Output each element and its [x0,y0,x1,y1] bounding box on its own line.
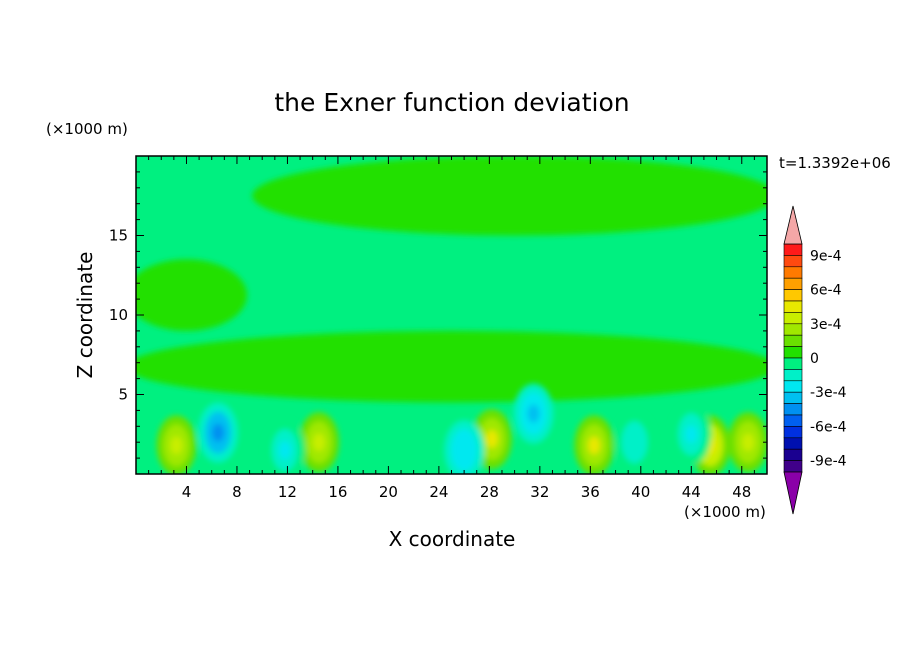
warm-anomaly-core [742,433,755,452]
colorbar-swatch [783,243,803,256]
x-axis-label: X coordinate [389,527,516,551]
colorbar-swatch [783,255,803,268]
positive-regions [136,156,767,403]
colorbar-swatch [783,300,803,313]
x-tick-label: 48 [732,483,751,501]
colorbar-tick-label: -9e-4 [810,454,847,470]
colorbar-swatch [783,334,803,347]
cold-anomaly-core [628,433,641,452]
colorbar: 9e-4 6e-4 3e-4 0 -3e-4 -6e-4 -9e-4 [783,205,847,515]
cold-anomaly-core [527,404,540,423]
y-tick-label: 10 [109,306,128,324]
colorbar-swatch [783,437,803,450]
warm-anomaly-core [485,430,498,449]
positive-region [136,330,767,403]
colorbar-swatch [783,289,803,302]
colorbar-swatch [783,414,803,427]
time-label: t=1.3392e+06 [779,154,891,172]
warm-anomaly-core [312,433,325,452]
colorbar-swatch [783,312,803,325]
x-tick-label: 36 [581,483,600,501]
x-axis: 4 8 12 16 20 24 28 32 36 40 44 48 [148,156,755,501]
y-axis-label: Z coordinate [73,252,97,379]
colorbar-swatch [783,323,803,336]
colorbar-swatch [783,277,803,290]
cold-anomaly-core [458,441,471,460]
x-tick-label: 16 [328,483,347,501]
colorbar-swatch [783,266,803,279]
positive-region [136,259,247,331]
colorbar-swatch [783,369,803,382]
chart-title: the Exner function deviation [274,88,629,117]
y-tick-label: 15 [109,227,128,245]
colorbar-swatch [783,426,803,439]
cold-anomaly-core [278,441,291,460]
y-axis: 5 10 15 [109,171,767,459]
y-tick-label: 5 [118,386,128,404]
colorbar-swatch [783,448,803,461]
colorbar-swatch [783,357,803,370]
warm-anomaly-core [170,436,183,455]
x-tick-label: 8 [232,483,242,501]
colorbar-tick-label: -3e-4 [810,385,847,401]
x-unit-label: (×1000 m) [684,503,766,521]
colorbar-swatch [783,391,803,404]
cold-anomaly-core [212,423,225,442]
colorbar-swatch [783,346,803,359]
colorbar-tick-label: -6e-4 [810,419,847,435]
warm-anomaly-core [588,436,601,455]
positive-region [252,156,767,236]
x-tick-label: 32 [530,483,549,501]
colorbar-swatch [783,403,803,416]
cold-anomaly-core [685,425,698,444]
anomalies [156,383,767,474]
x-tick-label: 44 [682,483,701,501]
colorbar-max-extension [783,205,803,245]
colorbar-min-extension [783,471,803,515]
colorbar-tick-label: 3e-4 [810,317,842,333]
colorbar-swatch [783,460,803,473]
contour-field [136,156,767,474]
x-tick-label: 40 [631,483,650,501]
x-tick-label: 20 [379,483,398,501]
colorbar-tick-label: 9e-4 [810,248,842,264]
x-tick-label: 28 [480,483,499,501]
y-unit-label: (×1000 m) [46,120,128,138]
colorbar-tick-label: 0 [810,351,819,367]
colorbar-swatch [783,380,803,393]
x-tick-label: 12 [278,483,297,501]
x-tick-label: 4 [182,483,192,501]
colorbar-tick-label: 6e-4 [810,283,842,299]
x-tick-label: 24 [429,483,448,501]
